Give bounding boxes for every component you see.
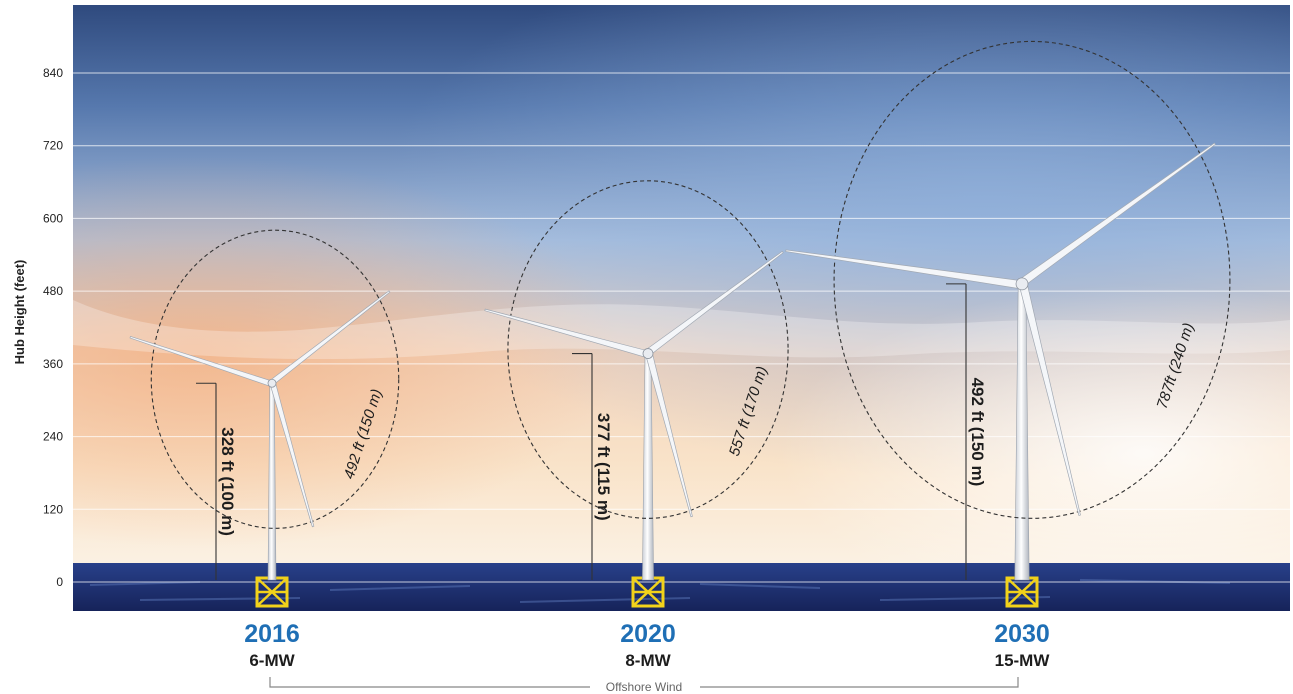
foundation-bracing bbox=[1006, 577, 1038, 607]
y-tick-480: 480 bbox=[43, 284, 63, 298]
y-tick-840: 840 bbox=[43, 66, 63, 80]
year-label-2020: 2020 bbox=[620, 620, 676, 648]
y-tick-120: 120 bbox=[43, 502, 63, 516]
hub-height-line-2016 bbox=[196, 382, 217, 580]
hub-height-label-2020: 377 ft (115 m) bbox=[594, 413, 613, 521]
y-tick-720: 720 bbox=[43, 139, 63, 153]
hub-height-line-2020 bbox=[572, 353, 593, 580]
rotor-swept-area-2030 bbox=[833, 40, 1231, 519]
hub-height-label-2030: 492 ft (150 m) bbox=[968, 378, 987, 487]
year-label-2016: 2016 bbox=[244, 620, 300, 648]
year-label-2030: 2030 bbox=[994, 620, 1050, 648]
y-tick-240: 240 bbox=[43, 430, 63, 444]
foundation-bracing bbox=[256, 577, 288, 607]
hub-height-label-2016: 328 ft (100 m) bbox=[218, 427, 237, 536]
bracket-label: Offshore Wind bbox=[606, 680, 682, 694]
rating-label-2020: 8-MW bbox=[625, 651, 671, 670]
hub-2016 bbox=[267, 378, 277, 388]
bracket-line bbox=[269, 677, 1019, 688]
hub-height-line-2030 bbox=[946, 283, 967, 580]
y-tick-600: 600 bbox=[43, 211, 63, 225]
rating-label-2016: 6-MW bbox=[249, 651, 295, 670]
hub-2020 bbox=[642, 348, 654, 359]
foundation-2020 bbox=[631, 576, 665, 608]
offshore-wind-bracket: Offshore Wind bbox=[269, 677, 1019, 694]
foundation-bracing bbox=[632, 577, 664, 607]
y-axis-label: Hub Height (feet) bbox=[12, 260, 27, 365]
rotor-swept-area-2020 bbox=[507, 180, 789, 519]
y-tick-360: 360 bbox=[43, 357, 63, 371]
y-tick-0: 0 bbox=[56, 575, 63, 589]
rotor-swept-area-2016 bbox=[150, 229, 400, 529]
rating-label-2030: 15-MW bbox=[995, 651, 1051, 670]
y-axis-ticks: 0 120 240 360 480 600 720 840 bbox=[43, 66, 63, 589]
hub-2030 bbox=[1015, 277, 1029, 291]
